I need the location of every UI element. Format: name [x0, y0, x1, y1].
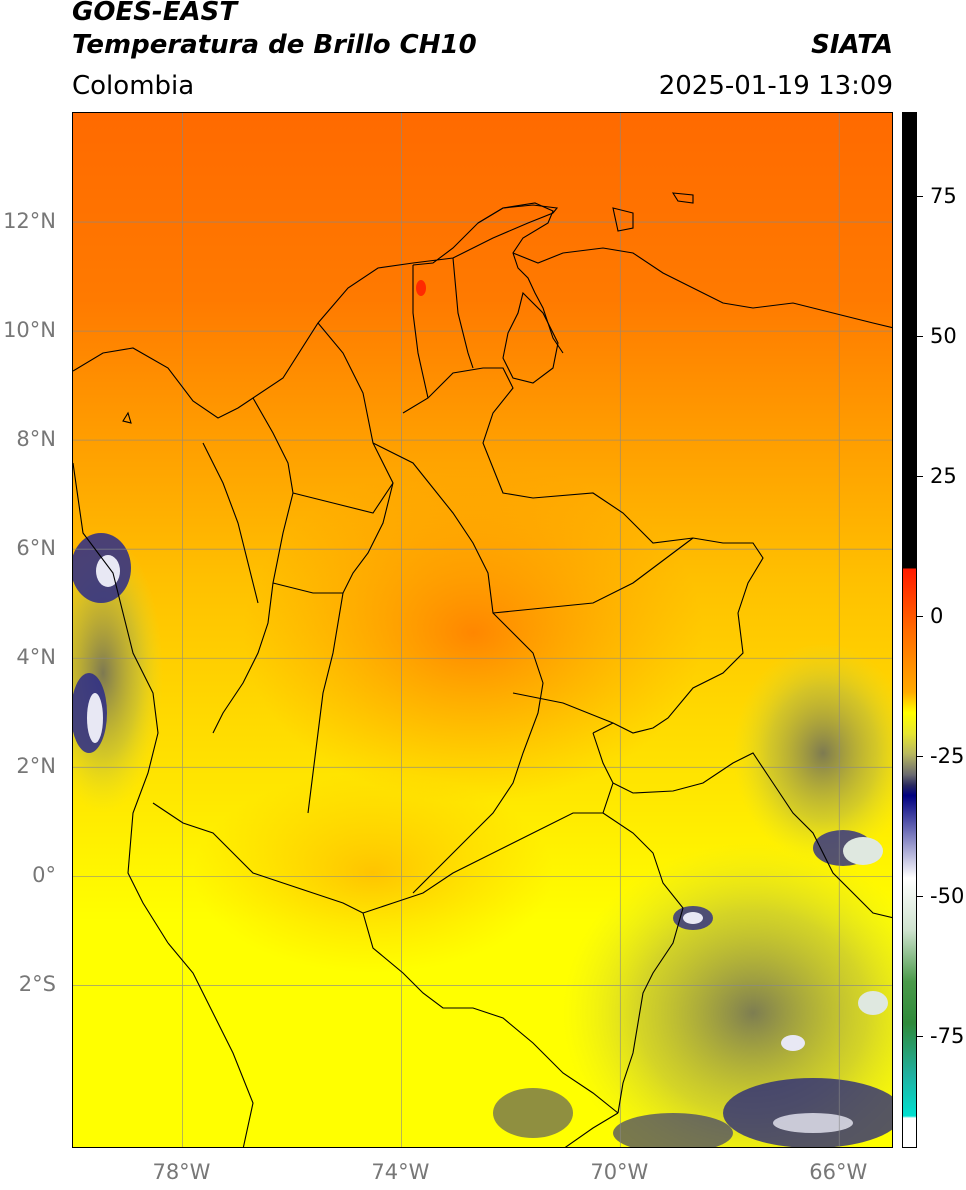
longitude-tick-label: 78°W — [152, 1160, 211, 1184]
borders-and-coast — [73, 192, 892, 1147]
temperature-colorbar — [902, 112, 917, 1148]
cold-cloud-east-core-2 — [683, 912, 703, 924]
colorbar-tick-mark — [917, 1036, 923, 1037]
latitude-tick-label: 12°N — [3, 209, 56, 234]
pacific-coast — [73, 462, 169, 944]
satellite-map — [72, 112, 893, 1148]
latitude-tick-label: 6°N — [16, 536, 56, 561]
department-boundaries-4 — [412, 257, 474, 399]
datetime-label: 2025-01-19 13:09 — [658, 71, 893, 101]
cool-region-east — [733, 643, 892, 863]
colorbar-gradient — [903, 113, 916, 1147]
latitude-tick-label: 4°N — [16, 645, 56, 670]
cold-cloud-southeast-core — [858, 991, 888, 1015]
cold-cloud-northeast-dot — [781, 1035, 805, 1051]
cold-cloud-east-core-1 — [843, 837, 883, 865]
maracaibo-lake — [502, 291, 559, 384]
ecuador-peru-coast — [167, 942, 254, 1147]
map-canvas — [73, 113, 892, 1147]
colorbar-tick-label: 25 — [930, 464, 957, 488]
warm-spot-sierra — [416, 280, 426, 296]
warm-region-andes — [243, 463, 703, 803]
latitude-tick-label: 2°N — [16, 754, 56, 779]
department-boundaries-5 — [202, 442, 394, 604]
longitude-tick-label: 74°W — [371, 1160, 430, 1184]
cold-cloud-south-1 — [723, 1078, 892, 1147]
colorbar-tick-mark — [917, 196, 923, 197]
region-label: Colombia — [72, 71, 195, 101]
aruba-curacao — [612, 192, 694, 232]
product-title-channel: Temperatura de Brillo CH10 — [72, 30, 477, 60]
colorbar-tick-label: -25 — [930, 744, 965, 768]
warm-region-south — [193, 773, 553, 973]
agency-label: SIATA — [811, 30, 893, 60]
colombia-brazil-border — [592, 732, 684, 1114]
department-boundaries-3 — [372, 442, 544, 894]
venezuela-brazil-border — [612, 752, 892, 919]
colorbar-tick-label: 75 — [930, 184, 957, 208]
department-boundaries-7 — [362, 812, 603, 914]
latitude-tick-label: 10°N — [3, 318, 56, 343]
colorbar-tick-mark — [917, 616, 923, 617]
san-andres — [122, 411, 132, 424]
department-boundaries-1 — [307, 322, 394, 814]
cold-cloud-south-core — [773, 1113, 853, 1133]
latitude-tick-label: 8°N — [16, 427, 56, 452]
colorbar-tick-mark — [917, 476, 923, 477]
latitude-tick-label: 2°S — [18, 972, 56, 997]
peru-brazil-border — [564, 1112, 619, 1147]
colorbar-tick-label: 50 — [930, 324, 957, 348]
colorbar-tick-mark — [917, 756, 923, 757]
colorbar-tick-mark — [917, 336, 923, 337]
cold-cloud-core-2 — [96, 555, 120, 587]
colorbar-tick-label: -75 — [930, 1024, 965, 1048]
longitude-tick-label: 66°W — [809, 1160, 868, 1184]
colombia-peru-ecuador-border — [152, 802, 619, 1114]
product-title-satellite: GOES-EAST — [72, 0, 238, 27]
colorbar-tick-label: -50 — [930, 884, 965, 908]
cold-cloud-core-1 — [87, 693, 103, 743]
venezuela-coast — [512, 247, 892, 329]
colorbar-tick-mark — [917, 896, 923, 897]
colorbar-tick-label: 0 — [930, 604, 944, 628]
cold-cloud-south-3 — [493, 1088, 573, 1138]
department-boundaries-6 — [492, 537, 694, 724]
longitude-tick-label: 70°W — [590, 1160, 649, 1184]
latitude-tick-label: 0° — [32, 863, 56, 888]
cool-region-southeast — [563, 843, 892, 1147]
cold-cloud-south-2 — [613, 1113, 733, 1147]
